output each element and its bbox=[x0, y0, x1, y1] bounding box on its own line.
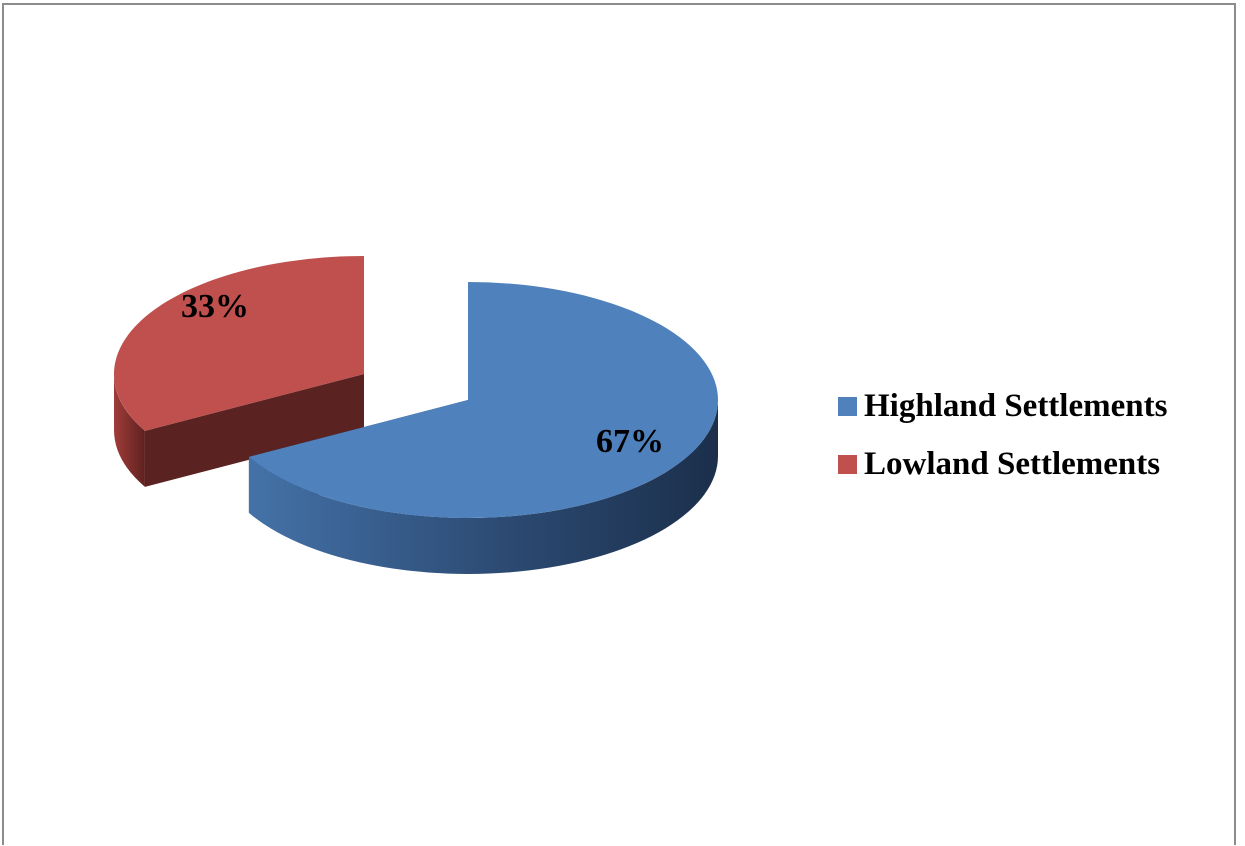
slice-wall-lowland-0 bbox=[144, 374, 364, 487]
slice-side-highland bbox=[248, 400, 718, 575]
legend-swatch-highland bbox=[838, 396, 857, 416]
slice-side-lowland bbox=[114, 374, 145, 487]
slice-lowland bbox=[114, 256, 365, 487]
slice-top-lowland bbox=[114, 256, 365, 431]
legend-item-lowland: Lowland Settlements bbox=[838, 435, 1167, 493]
slice-top-highland bbox=[248, 282, 719, 518]
legend-label-lowland: Lowland Settlements bbox=[864, 445, 1161, 482]
legend-label-highland: Highland Settlements bbox=[864, 387, 1168, 424]
legend-swatch-lowland bbox=[838, 454, 857, 474]
legend-item-highland: Highland Settlements bbox=[838, 377, 1167, 435]
slice-highland bbox=[248, 282, 719, 575]
slice-label-highland: 67% bbox=[596, 423, 664, 460]
slice-label-lowland: 33% bbox=[181, 288, 249, 325]
legend: Highland Settlements Lowland Settlements bbox=[838, 377, 1167, 493]
